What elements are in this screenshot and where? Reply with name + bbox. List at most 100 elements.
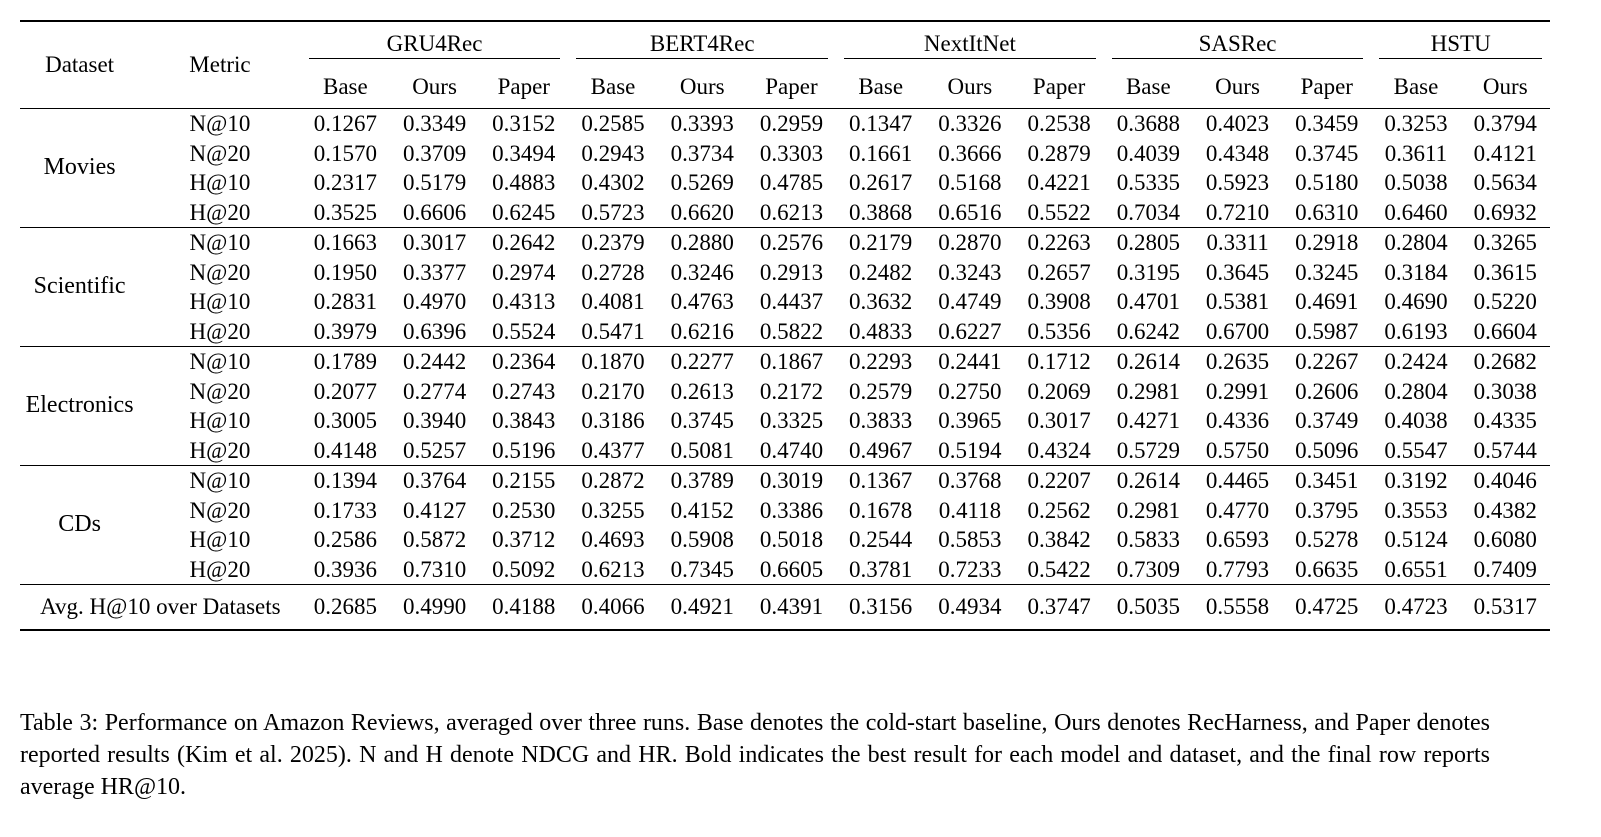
table-cell: 0.6620 [670, 199, 734, 225]
table-cell: 0.3152 [492, 111, 556, 136]
table-cell: 0.5723 [581, 199, 645, 225]
table-body: Movies N@10 0.1267 0.3349 0.3152 0.2585 0.3393… [20, 108, 1550, 630]
table-cell: 0.1394 [313, 468, 377, 493]
table-cell: 0.4188 [492, 594, 556, 620]
table-cell: 0.2530 [492, 497, 556, 523]
table-cell: 0.2991 [1205, 378, 1270, 404]
table-row: N@20 0.1733 0.4127 0.2530 0.3255 0.4152 0.3386… [20, 496, 1550, 526]
table-cell: 0.3868 [849, 199, 913, 225]
table-cell: 0.5558 [1205, 594, 1270, 620]
metric-label: N@20 [189, 497, 251, 523]
table-cell: 0.4382 [1473, 497, 1537, 523]
metric-label: H@10 [189, 170, 251, 195]
model-header-nextitnet: NextItNet [836, 21, 1104, 66]
subheader-nextitnet-paper: Paper [1032, 74, 1086, 100]
table-cell: 0.4127 [402, 497, 467, 523]
table-cell: 0.2981 [1116, 378, 1180, 404]
table-cell: 0.3303 [759, 140, 824, 166]
table-cell: 0.4465 [1205, 468, 1270, 493]
table-cell: 0.3764 [402, 468, 467, 493]
table-cell: 0.4066 [581, 594, 645, 620]
table-cell: 0.3038 [1473, 378, 1537, 404]
table-cell: 0.2750 [938, 378, 1002, 404]
table-cell: 0.2579 [849, 378, 913, 404]
table-cell: 0.7034 [1116, 199, 1180, 225]
table-cell: 0.2207 [1027, 468, 1091, 493]
table-cell: 0.4770 [1205, 497, 1270, 523]
table-cell: 0.3749 [1295, 408, 1359, 433]
table-cell: 0.5872 [402, 527, 467, 552]
table-cell: 0.1712 [1027, 349, 1091, 374]
table-cell: 0.4970 [402, 289, 467, 314]
table-cell: 0.4437 [759, 289, 824, 314]
table-row: CDs N@10 0.1394 0.3764 0.2155 0.2872 0.3789 0.3… [20, 465, 1550, 537]
table-cell: 0.5220 [1473, 289, 1537, 314]
table-cell: 0.2317 [313, 170, 377, 195]
table-cell: 0.3789 [670, 468, 734, 493]
table-cell: 0.5124 [1384, 527, 1448, 552]
metric-label: H@20 [189, 556, 251, 582]
table-cell: 0.4121 [1473, 140, 1537, 166]
table-cell: 0.3979 [313, 318, 377, 344]
model-underline [576, 58, 829, 60]
table-cell: 0.6551 [1384, 556, 1448, 582]
table-cell: 0.4740 [759, 437, 824, 463]
metric-label: H@10 [189, 408, 251, 433]
model-header-bert4rec: BERT4Rec [568, 21, 836, 66]
table-cell: 0.5096 [1295, 437, 1359, 463]
table-cell: 0.2606 [1295, 378, 1359, 404]
table-cell: 0.3768 [938, 468, 1002, 493]
table-cell: 0.5729 [1116, 437, 1180, 463]
table-cell: 0.6193 [1384, 318, 1448, 344]
table-cell: 0.3688 [1116, 111, 1180, 136]
table-cell: 0.3936 [313, 556, 377, 582]
table-cell: 0.7793 [1205, 556, 1270, 582]
table-cell: 0.2870 [938, 230, 1002, 255]
table-cell: 0.1663 [313, 230, 377, 255]
metric-label: N@20 [189, 259, 251, 285]
table-row: H@10 0.2317 0.5179 0.4883 0.4302 0.5269 0.4785… [20, 168, 1550, 198]
metric-label: H@20 [189, 318, 251, 344]
table-cell: 0.3611 [1384, 140, 1448, 166]
table-cell: 0.1678 [849, 497, 913, 523]
table-cell: 0.4348 [1205, 140, 1270, 166]
subheader-hstu-ours: Ours [1482, 74, 1528, 100]
table-cell: 0.4039 [1116, 140, 1180, 166]
table-cell: 0.5257 [402, 437, 467, 463]
subheader-nextitnet-ours: Ours [947, 74, 993, 100]
table-cell: 0.1867 [759, 349, 824, 374]
table-cell: 0.2635 [1205, 349, 1270, 374]
table-row: Movies N@10 0.1267 0.3349 0.3152 0.2585 0.3393… [20, 108, 1550, 180]
table-cell: 0.3794 [1473, 111, 1537, 136]
table-cell: 0.2482 [849, 259, 913, 285]
model-name: NextItNet [923, 30, 1016, 56]
average-row: Avg. H@10 over Datasets 0.2685 0.4990 0.418… [20, 584, 1550, 630]
table-row: H@10 0.2831 0.4970 0.4313 0.4081 0.4763 0.4437… [20, 287, 1550, 317]
table-cell: 0.2069 [1027, 378, 1091, 404]
table-cell: 0.5547 [1384, 437, 1448, 463]
table-cell: 0.3842 [1027, 527, 1091, 552]
table-cell: 0.5335 [1116, 170, 1180, 195]
table-cell: 0.5744 [1473, 437, 1537, 463]
table-cell: 0.3781 [849, 556, 913, 582]
table-cell: 0.4701 [1116, 289, 1180, 314]
table-cell: 0.3326 [938, 111, 1002, 136]
table-cell: 0.6242 [1116, 318, 1180, 344]
table-cell: 0.4271 [1116, 408, 1180, 433]
table-cell: 0.3265 [1473, 230, 1537, 255]
table-cell: 0.1661 [849, 140, 913, 166]
table-cell: 0.7310 [402, 556, 467, 582]
table-cell: 0.2263 [1027, 230, 1091, 255]
table-cell: 0.4723 [1384, 594, 1448, 620]
table-cell: 0.3833 [849, 408, 913, 433]
table-cell: 0.4081 [581, 289, 645, 314]
table-cell: 0.6460 [1384, 199, 1448, 225]
table-cell: 0.3459 [1295, 111, 1359, 136]
table-cell: 0.6396 [402, 318, 467, 344]
subheader-hstu-base: Base [1393, 74, 1439, 100]
table-cell: 0.5035 [1116, 594, 1180, 620]
subheader-bert4rec-ours: Ours [679, 74, 725, 100]
table-cell: 0.3017 [402, 230, 467, 255]
table-cell: 0.5987 [1295, 318, 1359, 344]
table-cell: 0.2943 [581, 140, 645, 166]
